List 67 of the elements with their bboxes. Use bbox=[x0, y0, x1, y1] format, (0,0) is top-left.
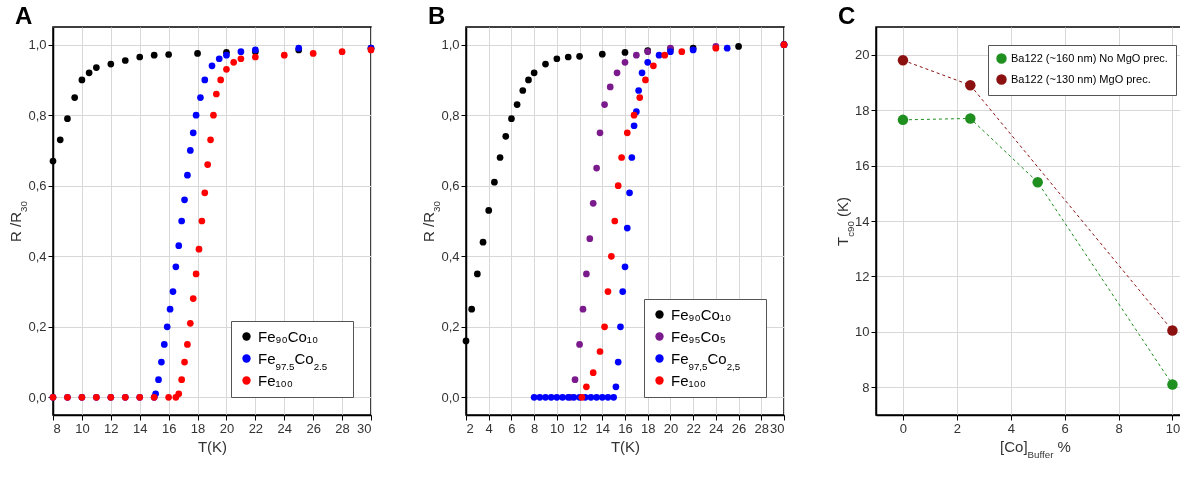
y-tick-label: 1,0 bbox=[441, 37, 460, 53]
legend-label: Fe₉₀Co₁₀ bbox=[258, 327, 319, 345]
x-tick-label: 30 bbox=[357, 420, 372, 436]
y-tick-label: 0,6 bbox=[441, 178, 460, 194]
x-tick-label: 4 bbox=[485, 420, 493, 436]
x-tick-label: 24 bbox=[277, 420, 293, 436]
x-tick-label: 22 bbox=[686, 420, 701, 436]
x-axis-title: T(K) bbox=[197, 437, 228, 455]
chart-title: C bbox=[838, 2, 856, 29]
legend-label: Ba122 (~160 nm) No MgO prec. bbox=[1011, 51, 1168, 64]
x-tick-label: 12 bbox=[572, 420, 588, 436]
x-tick-label: 2 bbox=[953, 420, 961, 436]
legend-label: Fe₁₀₀ bbox=[671, 371, 707, 389]
x-tick-label: 14 bbox=[595, 420, 611, 436]
x-tick-label: 24 bbox=[709, 420, 724, 436]
x-tick-label: 16 bbox=[618, 420, 633, 436]
legend-label: Fe₉₀Co₁₀ bbox=[671, 305, 732, 323]
x-tick-label: 20 bbox=[663, 420, 679, 436]
legend-label: Fe₁₀₀ bbox=[258, 371, 294, 389]
x-tick-label: 16 bbox=[161, 420, 177, 436]
x-tick-label: 2 bbox=[466, 420, 474, 436]
legend-label: Fe₉₅Co₅ bbox=[671, 327, 726, 345]
x-tick-label: 28 bbox=[335, 420, 350, 436]
y-tick-label: 1,0 bbox=[28, 37, 47, 53]
x-tick-label: 22 bbox=[248, 420, 264, 436]
chart-title: A bbox=[15, 2, 33, 29]
legend-label: Ba122 (~130 nm) MgO prec. bbox=[1011, 72, 1151, 85]
x-tick-label: 10 bbox=[1165, 420, 1180, 436]
y-tick-label: 0,8 bbox=[441, 107, 460, 123]
x-tick-label: 28 bbox=[754, 420, 770, 436]
y-tick-label: 0,4 bbox=[28, 248, 47, 264]
x-tick-label: 4 bbox=[1007, 420, 1015, 436]
y-tick-label: 18 bbox=[855, 102, 870, 118]
x-tick-label: 26 bbox=[306, 420, 321, 436]
y-tick-label: 0,2 bbox=[441, 319, 460, 335]
x-tick-label: 8 bbox=[531, 420, 539, 436]
x-tick-label: 8 bbox=[1115, 420, 1123, 436]
y-tick-label: 0,4 bbox=[441, 248, 460, 264]
chart-title: B bbox=[428, 2, 446, 29]
x-tick-label: 12 bbox=[104, 420, 119, 436]
x-tick-label: 10 bbox=[75, 420, 90, 436]
y-tick-label: 0,0 bbox=[441, 389, 460, 405]
y-tick-label: 14 bbox=[855, 213, 870, 229]
y-tick-label: 0,6 bbox=[28, 178, 47, 194]
x-tick-label: 10 bbox=[550, 420, 565, 436]
x-tick-label: 26 bbox=[731, 420, 747, 436]
y-tick-label: 16 bbox=[855, 158, 870, 174]
x-tick-label: 30 bbox=[770, 420, 785, 436]
x-tick-label: 0 bbox=[899, 420, 908, 436]
x-axis-title: [Co]$_{Buffer}$ % bbox=[1000, 437, 1071, 459]
legend-label: Fe$_{97.5}$Co$_{2.5}$ bbox=[258, 349, 328, 371]
x-tick-label: 20 bbox=[219, 420, 235, 436]
y-tick-label: 8 bbox=[862, 379, 870, 395]
x-tick-label: 8 bbox=[53, 420, 61, 436]
y-tick-label: 20 bbox=[855, 47, 870, 63]
x-axis-title: T(K) bbox=[610, 437, 641, 455]
y-tick-label: 0,8 bbox=[28, 107, 47, 123]
y-tick-label: 0,0 bbox=[28, 389, 47, 405]
y-tick-label: 10 bbox=[855, 324, 870, 340]
x-tick-label: 14 bbox=[132, 420, 148, 436]
x-tick-label: 18 bbox=[640, 420, 656, 436]
y-tick-label: 0,2 bbox=[28, 319, 47, 335]
x-tick-label: 6 bbox=[1061, 420, 1069, 436]
legend-label: Fe$_{97,5}$Co$_{2,5}$ bbox=[671, 349, 741, 371]
y-tick-label: 12 bbox=[855, 268, 870, 284]
x-tick-label: 18 bbox=[190, 420, 206, 436]
x-tick-label: 6 bbox=[508, 420, 516, 436]
